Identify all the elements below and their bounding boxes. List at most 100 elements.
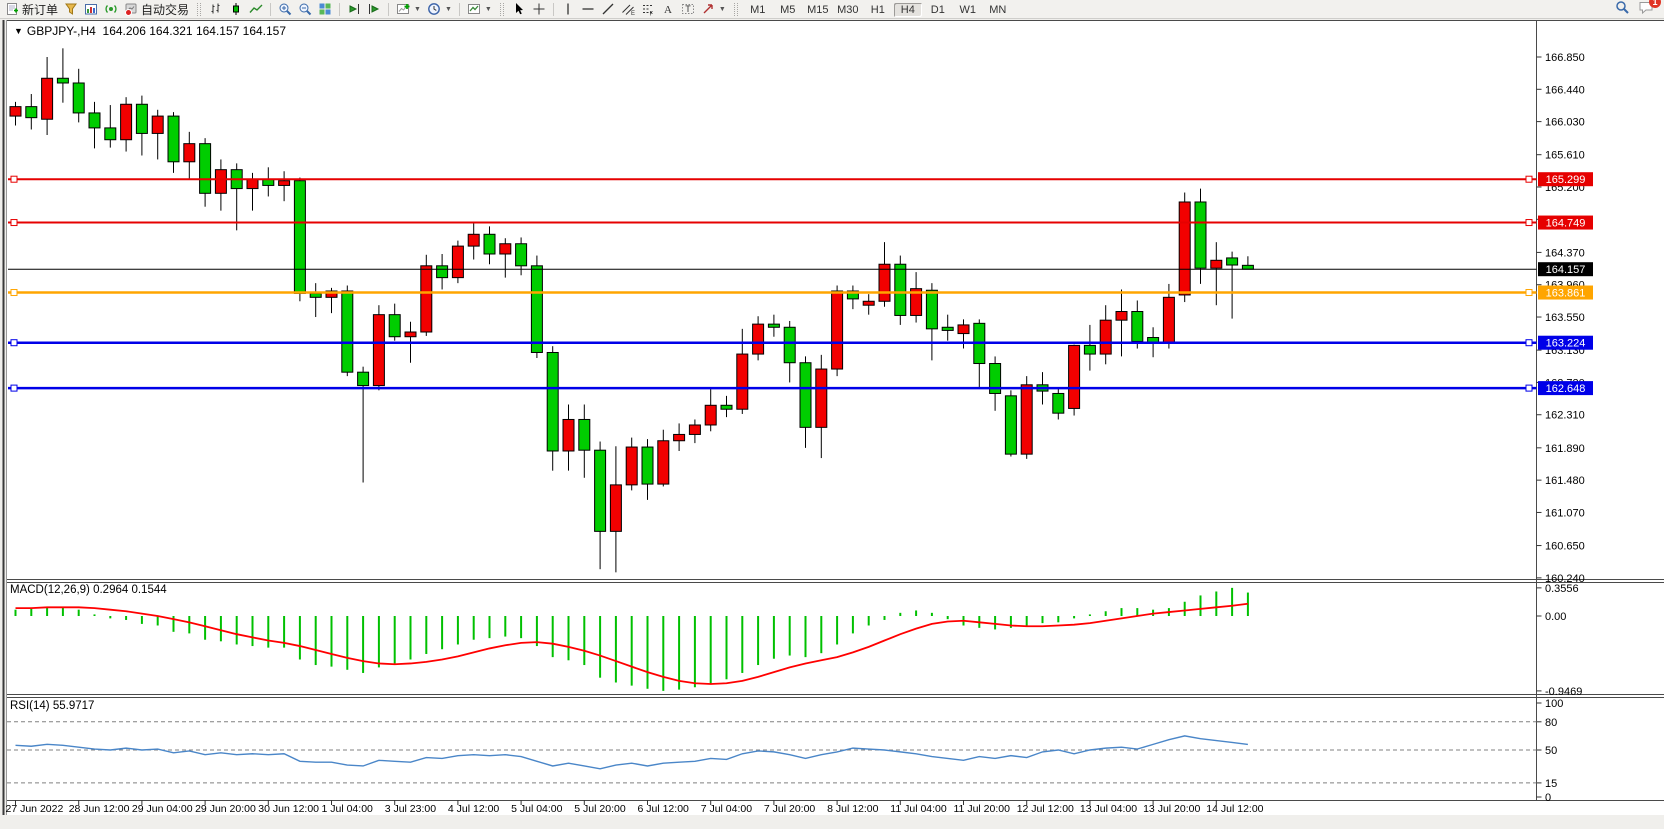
- chart-header: ▼ GBPJPY-,H4 164.206 164.321 164.157 164.…: [14, 24, 286, 38]
- svg-text:11 Jul 04:00: 11 Jul 04:00: [890, 803, 947, 815]
- svg-text:166.030: 166.030: [1545, 117, 1585, 129]
- rsi-title: RSI(14): [10, 700, 50, 712]
- search-icon[interactable]: [1615, 0, 1630, 18]
- crosshair-button[interactable]: [529, 1, 549, 18]
- fibonacci-button[interactable]: F: [638, 1, 658, 18]
- signals-button[interactable]: [101, 1, 121, 18]
- market-watch-button[interactable]: [81, 1, 101, 18]
- candlestick-chart-button[interactable]: [226, 1, 246, 18]
- svg-text:29 Jun 20:00: 29 Jun 20:00: [195, 803, 256, 815]
- tf-button-H1[interactable]: H1: [870, 3, 885, 16]
- price-line-label: [1538, 262, 1593, 277]
- auto-scroll-button[interactable]: [364, 1, 384, 18]
- toolbar-separator: [458, 2, 460, 16]
- tf-button-M15[interactable]: M15: [807, 3, 829, 16]
- collapse-icon[interactable]: ▼: [14, 26, 23, 36]
- chart-shift-icon: [347, 2, 361, 16]
- bar-chart-button[interactable]: [206, 1, 226, 18]
- tf-button-W1[interactable]: W1: [959, 3, 977, 16]
- toolbar-separator: [270, 2, 272, 16]
- price-line-label: [1538, 335, 1593, 350]
- svg-text:13 Jul 04:00: 13 Jul 04:00: [1080, 803, 1137, 815]
- chart-shift-button[interactable]: [344, 1, 364, 18]
- rsi-line: [15, 735, 1248, 770]
- chat-button[interactable]: 1: [1638, 0, 1661, 18]
- zoom-out-icon: [298, 2, 312, 16]
- tf-button-D1[interactable]: D1: [930, 3, 945, 16]
- svg-text:163.550: 163.550: [1545, 312, 1585, 324]
- svg-text:161.070: 161.070: [1545, 507, 1585, 519]
- svg-text:0.3556: 0.3556: [1545, 583, 1579, 595]
- rsi-panel: 100 80 50 15 0: [7, 698, 1563, 804]
- macd-title: MACD(12,26,9): [10, 584, 90, 596]
- trendline-button[interactable]: [598, 1, 618, 18]
- cursor-icon: [512, 2, 526, 16]
- bar-chart-icon: [209, 2, 223, 16]
- text-button[interactable]: A: [658, 1, 678, 18]
- macd-signal-line: [15, 602, 1249, 685]
- equidistant-channel-button[interactable]: E: [618, 1, 638, 18]
- indicators-icon: [396, 2, 410, 16]
- periods-button[interactable]: ▼: [424, 1, 455, 18]
- zoom-in-button[interactable]: [275, 1, 295, 18]
- tf-button-MN[interactable]: MN: [989, 3, 1007, 16]
- templates-icon: [467, 2, 481, 16]
- crosshair-icon: [532, 2, 546, 16]
- rsi-indicator-label: RSI(14) 55.9717: [10, 700, 94, 712]
- svg-text:A: A: [664, 4, 672, 16]
- tile-windows-button[interactable]: [315, 1, 335, 18]
- vertical-line-button[interactable]: [558, 1, 578, 18]
- svg-text:8 Jul 12:00: 8 Jul 12:00: [827, 803, 879, 815]
- line-chart-button[interactable]: [246, 1, 266, 18]
- svg-text:7 Jul 20:00: 7 Jul 20:00: [764, 803, 816, 815]
- svg-text:29 Jun 04:00: 29 Jun 04:00: [132, 803, 193, 815]
- price-line-label: [1538, 172, 1593, 187]
- svg-text:15: 15: [1545, 778, 1557, 790]
- arrows-button[interactable]: ▼: [698, 1, 729, 18]
- svg-text:14 Jul 12:00: 14 Jul 12:00: [1206, 803, 1263, 815]
- svg-text:161.480: 161.480: [1545, 475, 1585, 487]
- tf-button-M30[interactable]: M30: [837, 3, 859, 16]
- toolbar-separator: [339, 2, 341, 16]
- time-axis[interactable]: 27 Jun 2022 28 Jun 12:00 29 Jun 04:00 29 Ju…: [6, 800, 1264, 815]
- funnel-icon: [64, 2, 78, 16]
- indicators-button[interactable]: ▼: [393, 1, 424, 18]
- tf-button-M1[interactable]: M1: [750, 3, 766, 16]
- zoom-out-button[interactable]: [295, 1, 315, 18]
- chevron-down-icon: ▼: [444, 5, 452, 13]
- horizontal-line-button[interactable]: [578, 1, 598, 18]
- toolbar: 新订单 自动交易 ▼ ▼ ▼ E F A T ▼ M1 M5 M15 M30 H1 H4 D…: [0, 0, 1664, 19]
- new-order-button[interactable]: 新订单: [2, 1, 61, 18]
- chevron-down-icon: ▼: [414, 5, 421, 13]
- svg-text:F: F: [649, 12, 653, 17]
- svg-text:0.00: 0.00: [1545, 611, 1566, 623]
- svg-text:163.861: 163.861: [1546, 288, 1586, 300]
- text-label-button[interactable]: T: [678, 1, 698, 18]
- panel-borders: [7, 20, 1664, 801]
- zoom-in-icon: [278, 2, 292, 16]
- macd-values: 0.2964 0.1544: [93, 584, 167, 596]
- svg-text:7 Jul 04:00: 7 Jul 04:00: [701, 803, 753, 815]
- new-order-icon: [5, 2, 19, 16]
- tf-button-M5[interactable]: M5: [780, 3, 796, 16]
- svg-text:5 Jul 04:00: 5 Jul 04:00: [511, 803, 563, 815]
- auto-scroll-icon: [367, 2, 381, 16]
- auto-trading-button[interactable]: 自动交易: [121, 1, 192, 18]
- chevron-down-icon: ▼: [718, 5, 726, 13]
- svg-text:166.850: 166.850: [1545, 52, 1585, 64]
- trendline-icon: [601, 2, 615, 16]
- svg-text:E: E: [631, 11, 635, 16]
- templates-button[interactable]: ▼: [464, 1, 495, 18]
- tf-button-H4[interactable]: H4: [893, 2, 922, 17]
- price-line-label: [1538, 285, 1593, 300]
- cursor-button[interactable]: [509, 1, 529, 18]
- svg-text:12 Jul 12:00: 12 Jul 12:00: [1017, 803, 1074, 815]
- horizontal-lines[interactable]: 165.299 164.749 164.157 163.861 163.224 162.6…: [8, 172, 1593, 396]
- auto-trading-label: 自动交易: [141, 2, 190, 17]
- funnel-button[interactable]: [61, 1, 81, 18]
- auto-trading-icon: [124, 2, 138, 16]
- svg-text:28 Jun 12:00: 28 Jun 12:00: [69, 803, 130, 815]
- chart-symbol-period: GBPJPY-,H4: [26, 24, 96, 38]
